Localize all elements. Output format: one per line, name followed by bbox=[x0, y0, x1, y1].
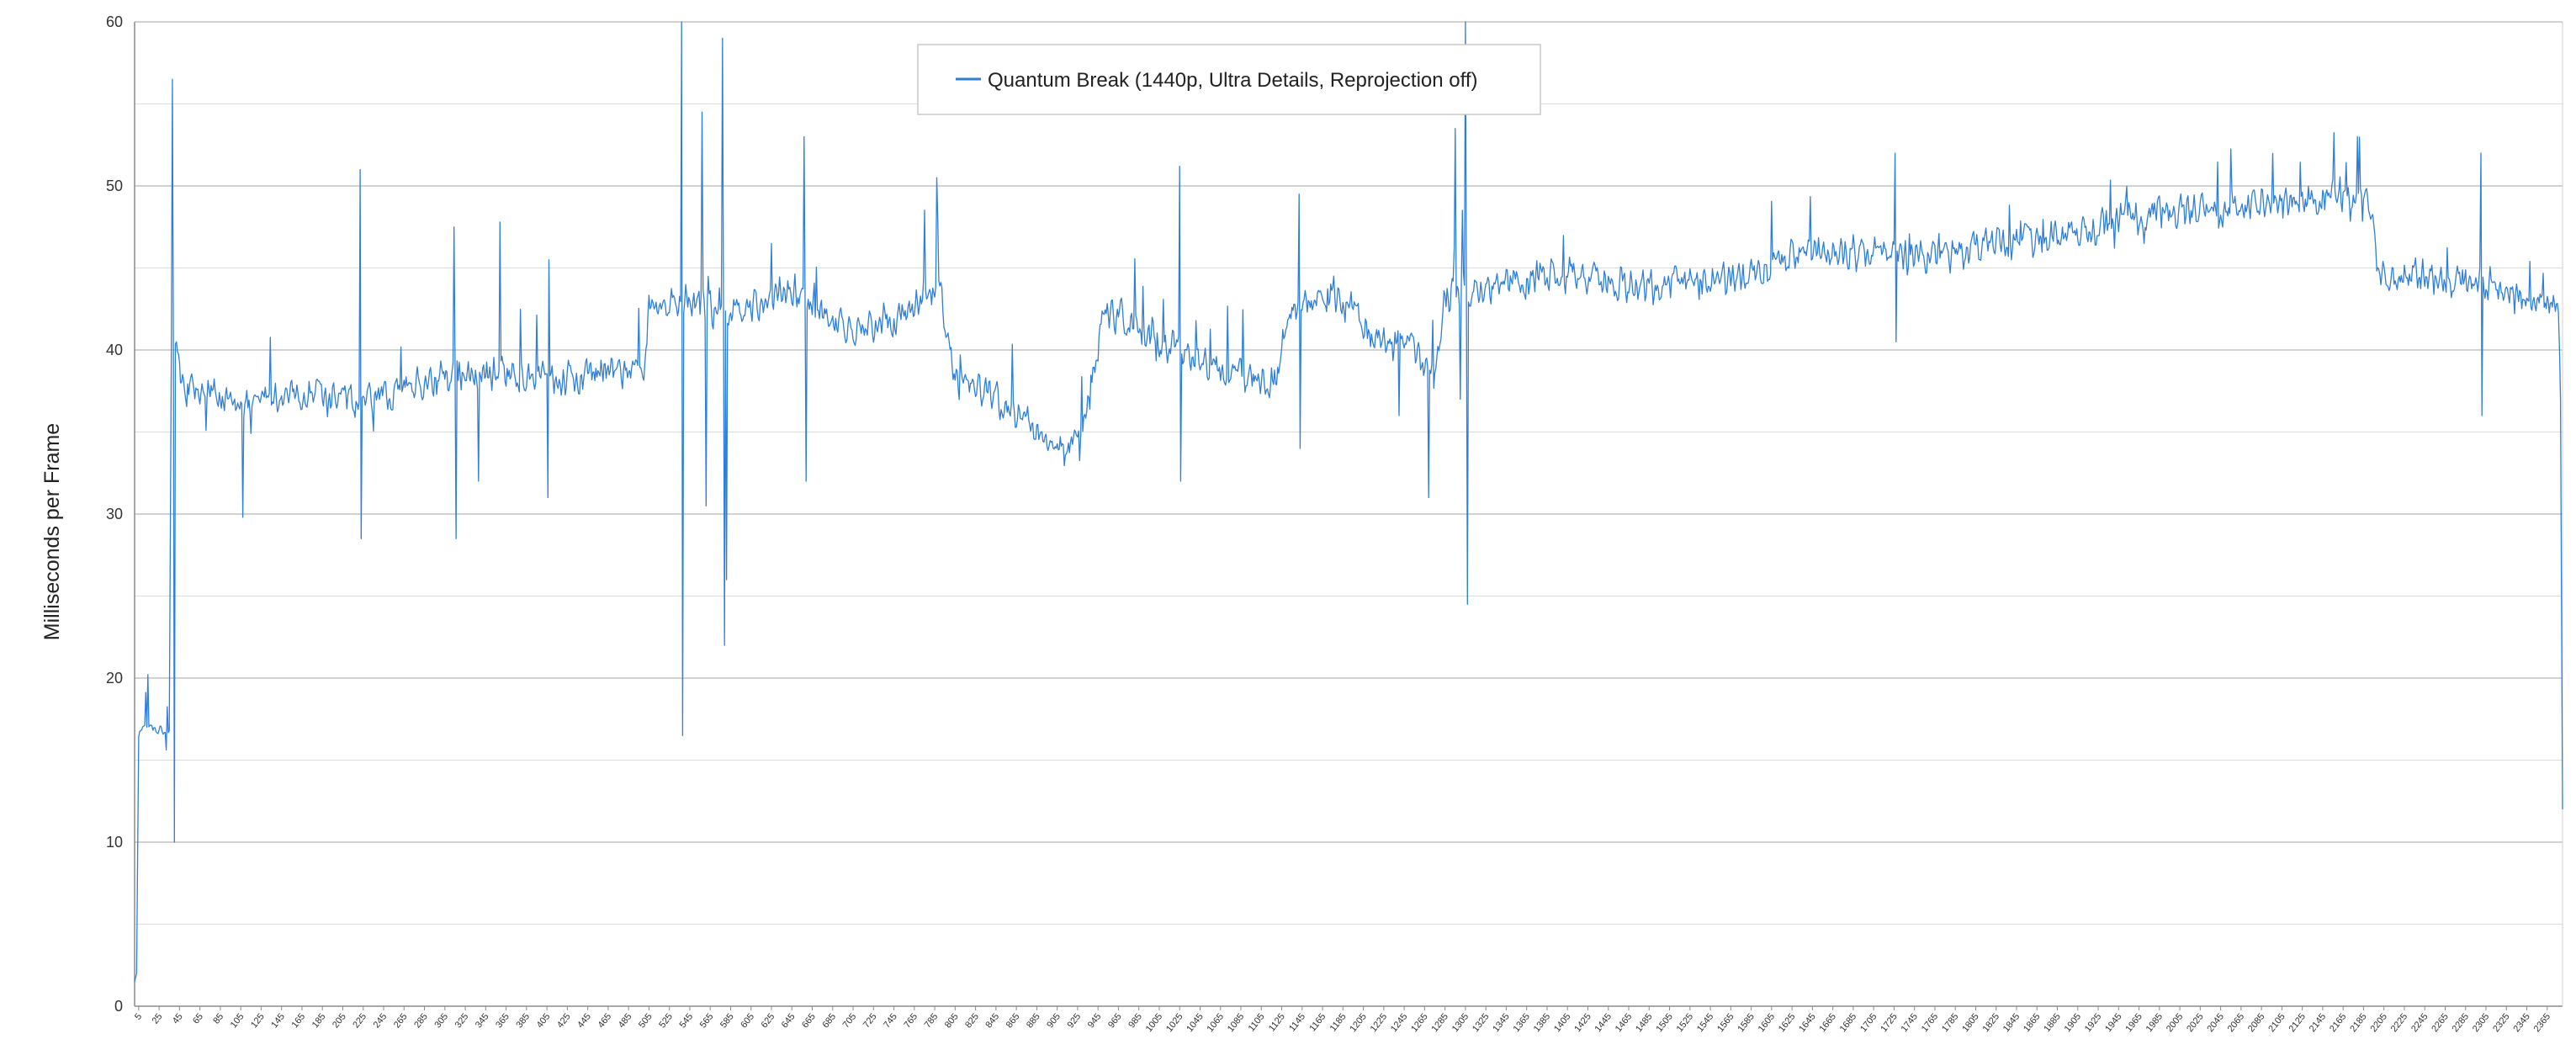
x-tick-label: 85 bbox=[211, 1011, 225, 1026]
series-layer bbox=[134, 21, 2563, 982]
y-tick-label: 10 bbox=[106, 834, 123, 851]
y-tick-label: 50 bbox=[106, 178, 123, 194]
y-tick-label: 40 bbox=[106, 342, 123, 358]
x-tick-label: 45 bbox=[171, 1011, 185, 1026]
legend-entry-label: Quantum Break (1440p, Ultra Details, Rep… bbox=[988, 69, 1478, 92]
x-tick-label: 25 bbox=[150, 1011, 164, 1026]
y-tick-label: 60 bbox=[106, 13, 123, 30]
x-tick-label: 65 bbox=[191, 1011, 205, 1026]
series-line-quantum-break bbox=[134, 21, 2563, 982]
legend: Quantum Break (1440p, Ultra Details, Rep… bbox=[917, 44, 1541, 115]
axes bbox=[134, 22, 2563, 1007]
y-tick-label: 30 bbox=[106, 506, 123, 522]
y-tick-labels: 0 10 20 30 40 50 60 bbox=[106, 13, 123, 1015]
y-axis-label: Milliseconds per Frame bbox=[40, 423, 64, 640]
y-tick-label: 0 bbox=[114, 998, 123, 1015]
y-tick-label: 20 bbox=[106, 670, 123, 687]
legend-box bbox=[917, 44, 1541, 115]
